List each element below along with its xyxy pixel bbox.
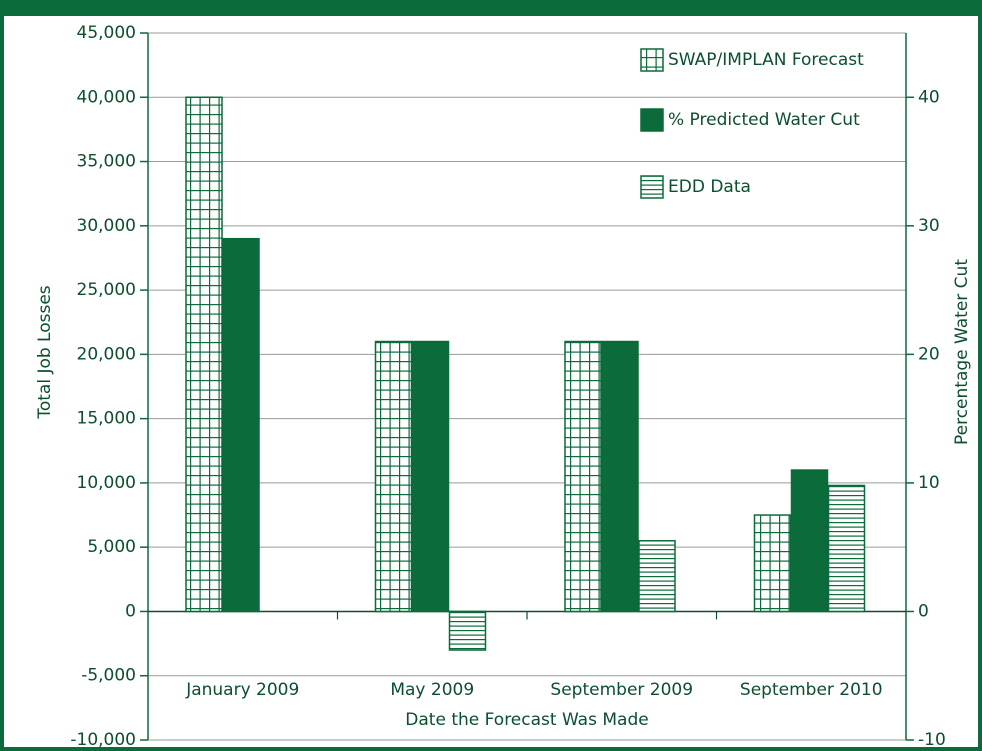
y-axis-label: Total Job Losses xyxy=(35,285,55,419)
x-tick-label: January 2009 xyxy=(185,680,299,700)
bar xyxy=(411,340,450,613)
y-tick-label: -5,000 xyxy=(81,666,136,686)
bar xyxy=(827,484,866,613)
y2-axis-label: Percentage Water Cut xyxy=(952,259,972,445)
bar xyxy=(564,340,602,613)
y2-tick-label: 20 xyxy=(918,344,940,364)
y-tick-label: 0 xyxy=(125,601,136,621)
x-tick-label: September 2010 xyxy=(740,680,883,700)
bar xyxy=(448,610,487,651)
bar xyxy=(374,340,413,613)
legend-label: EDD Data xyxy=(668,177,751,197)
y-tick-label: 20,000 xyxy=(77,344,136,364)
bar xyxy=(790,469,829,613)
y-tick-label: 35,000 xyxy=(77,152,136,172)
legend-swatch xyxy=(640,108,664,132)
y-tick-label: 10,000 xyxy=(77,473,136,493)
bar xyxy=(601,340,639,613)
y-tick-label: -10,000 xyxy=(70,730,136,750)
y-tick-label: 25,000 xyxy=(77,280,136,300)
y-tick-label: 45,000 xyxy=(77,23,136,43)
y2-tick-label: -10 xyxy=(918,730,946,750)
y2-tick-label: 30 xyxy=(918,216,940,236)
x-axis-label: Date the Forecast Was Made xyxy=(405,710,648,730)
bar xyxy=(753,514,792,613)
y-tick-label: 5,000 xyxy=(87,537,136,557)
bar xyxy=(185,96,223,613)
y2-tick-label: 10 xyxy=(918,473,940,493)
legend-swatch xyxy=(640,48,664,72)
legend-label: % Predicted Water Cut xyxy=(668,110,860,130)
y2-tick-label: 0 xyxy=(918,601,929,621)
y2-tick-label: 40 xyxy=(918,87,940,107)
y-tick-label: 40,000 xyxy=(77,87,136,107)
y-tick-label: 30,000 xyxy=(77,216,136,236)
x-tick-label: May 2009 xyxy=(390,680,474,700)
x-tick-label: September 2009 xyxy=(550,680,693,700)
bar xyxy=(638,540,676,613)
legend-label: SWAP/IMPLAN Forecast xyxy=(668,50,864,70)
legend-swatch xyxy=(640,175,664,199)
y-tick-label: 15,000 xyxy=(77,409,136,429)
bar xyxy=(222,237,260,613)
